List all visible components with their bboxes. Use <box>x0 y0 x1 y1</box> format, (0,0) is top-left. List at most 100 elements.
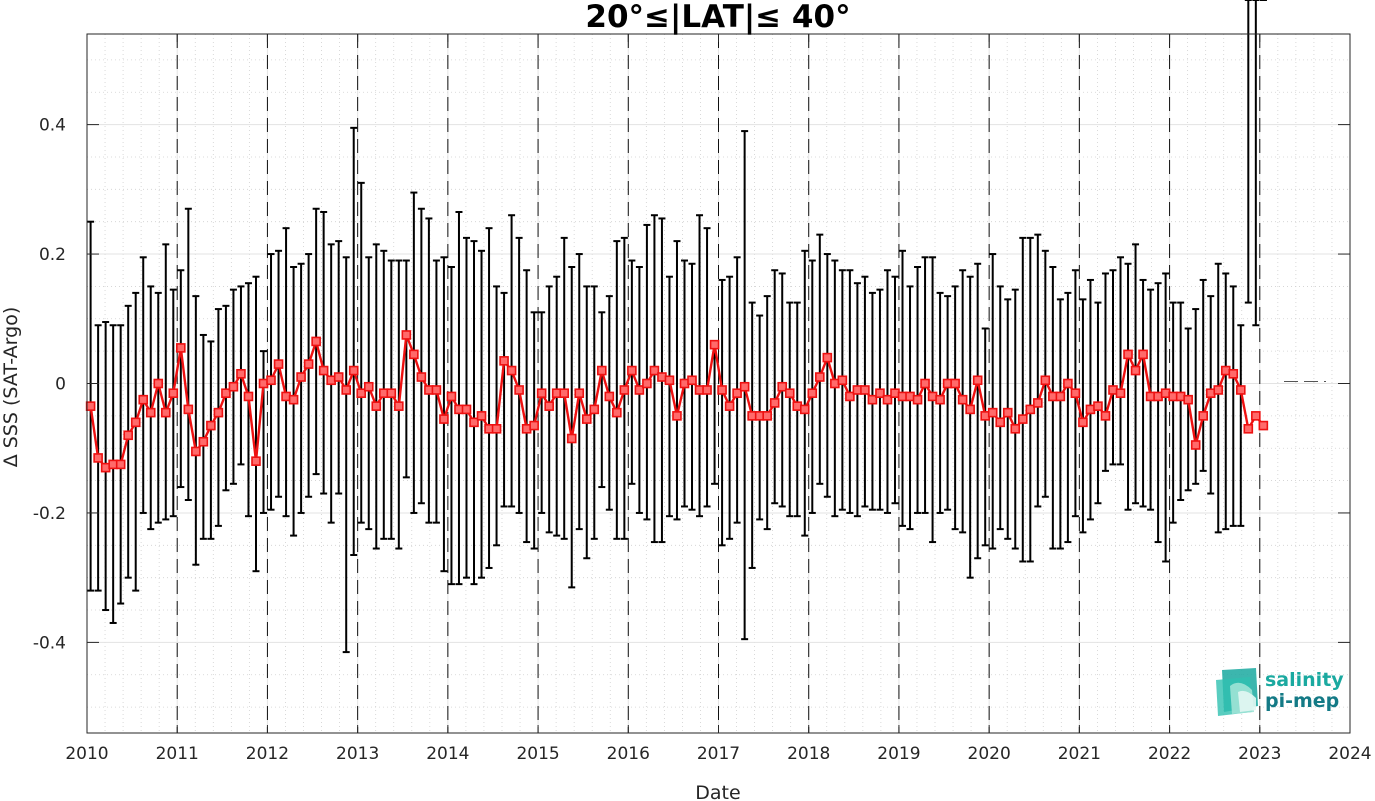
y-tick-label: -0.2 <box>33 504 66 524</box>
data-point-marker <box>1093 401 1103 411</box>
mean-marker-group <box>85 330 1269 473</box>
data-point-marker <box>221 388 231 399</box>
data-point-marker <box>1115 388 1126 399</box>
data-point-marker <box>206 420 216 431</box>
data-point-marker <box>311 336 321 347</box>
data-point-marker <box>950 378 960 389</box>
data-point-marker <box>401 330 412 340</box>
data-point-marker <box>784 388 795 399</box>
data-point-marker <box>160 407 171 418</box>
data-point-marker <box>251 456 261 466</box>
data-point-marker <box>972 375 983 386</box>
data-point-marker <box>363 381 374 392</box>
data-point-marker <box>386 388 397 399</box>
data-point-marker <box>341 385 352 395</box>
x-tick-label: 2010 <box>65 744 108 764</box>
data-point-marker <box>1130 365 1141 376</box>
data-point-marker <box>709 339 720 350</box>
data-point-marker <box>476 411 487 421</box>
data-point-marker <box>318 365 329 376</box>
y-axis-label: Δ SSS (SAT-Argo) <box>0 307 22 467</box>
data-point-marker <box>822 352 833 363</box>
logo-text-pimep: pi-mep <box>1265 690 1339 712</box>
data-point-marker <box>1040 375 1051 386</box>
x-tick-label: 2017 <box>697 744 740 764</box>
data-point-marker <box>687 375 697 386</box>
data-point-marker <box>236 368 246 379</box>
data-point-marker <box>416 372 427 382</box>
waves-logo-icon <box>1216 668 1258 716</box>
salinity-pi-mep-logo: salinity pi-mep <box>1216 668 1344 716</box>
data-point-marker <box>987 407 998 418</box>
data-point-marker <box>777 381 788 392</box>
data-point-marker <box>867 394 878 405</box>
data-point-marker <box>371 401 382 411</box>
data-point-marker <box>882 394 893 405</box>
data-point-marker <box>642 378 652 389</box>
data-point-marker <box>860 385 870 395</box>
data-point-marker <box>153 378 164 389</box>
chart-title: 20°≤|LAT|≤ 40° <box>585 0 850 35</box>
data-point-marker <box>288 394 299 405</box>
x-tick-label: 2014 <box>426 744 469 764</box>
data-point-marker <box>1228 368 1239 379</box>
data-point-marker <box>243 391 254 402</box>
data-point-marker <box>394 401 404 411</box>
x-tick-label: 2021 <box>1058 744 1101 764</box>
data-point-marker <box>348 365 359 376</box>
y-tick-label: 0 <box>55 375 66 395</box>
data-point-marker <box>566 433 577 444</box>
data-point-marker <box>123 430 133 441</box>
data-point-marker <box>491 424 502 434</box>
data-point-marker <box>1183 394 1193 405</box>
data-point-marker <box>807 388 818 399</box>
data-point-marker <box>717 385 727 395</box>
data-point-marker <box>529 420 539 431</box>
data-point-marker <box>769 398 780 408</box>
data-point-marker <box>589 404 600 415</box>
data-point-marker <box>439 414 449 424</box>
data-point-marker <box>845 391 855 402</box>
data-point-marker <box>213 407 224 418</box>
data-point-marker <box>145 407 156 418</box>
data-point-marker <box>356 388 367 399</box>
data-point-marker <box>499 356 509 366</box>
data-point-marker <box>506 365 517 376</box>
logo-text-salinity: salinity <box>1265 669 1344 691</box>
data-point-marker <box>1258 420 1269 431</box>
data-point-marker <box>799 404 810 415</box>
data-point-marker <box>1010 424 1021 434</box>
x-tick-label: 2011 <box>156 744 199 764</box>
data-point-marker <box>1100 411 1111 421</box>
data-point-marker <box>957 394 968 405</box>
x-tick-label: 2012 <box>246 744 289 764</box>
data-point-marker <box>739 381 750 392</box>
data-point-marker <box>1078 417 1088 428</box>
data-point-marker <box>228 381 239 392</box>
data-point-marker <box>1055 391 1066 402</box>
data-point-marker <box>1002 407 1013 418</box>
x-tick-label: 2016 <box>607 744 650 764</box>
data-point-marker <box>93 453 103 463</box>
x-tick-label: 2019 <box>877 744 920 764</box>
data-point-marker <box>303 359 314 369</box>
data-point-marker <box>461 404 472 415</box>
data-point-marker <box>612 407 622 418</box>
x-tick-label: 2020 <box>968 744 1011 764</box>
data-point-marker <box>574 388 585 399</box>
y-tick-label: -0.4 <box>33 633 66 653</box>
data-point-marker <box>273 359 284 369</box>
data-point-marker <box>935 394 945 405</box>
data-point-marker <box>1243 424 1254 434</box>
data-point-marker <box>266 375 276 386</box>
data-point-marker <box>1070 388 1081 399</box>
data-point-marker <box>115 459 126 470</box>
data-point-marker <box>559 388 570 399</box>
data-point-marker <box>1033 398 1043 408</box>
x-tick-label: 2013 <box>336 744 379 764</box>
y-tick-label: 0.4 <box>39 116 66 136</box>
data-point-marker <box>1235 385 1246 395</box>
data-point-marker <box>965 404 975 415</box>
data-point-marker <box>581 414 592 424</box>
data-point-marker <box>912 394 923 405</box>
